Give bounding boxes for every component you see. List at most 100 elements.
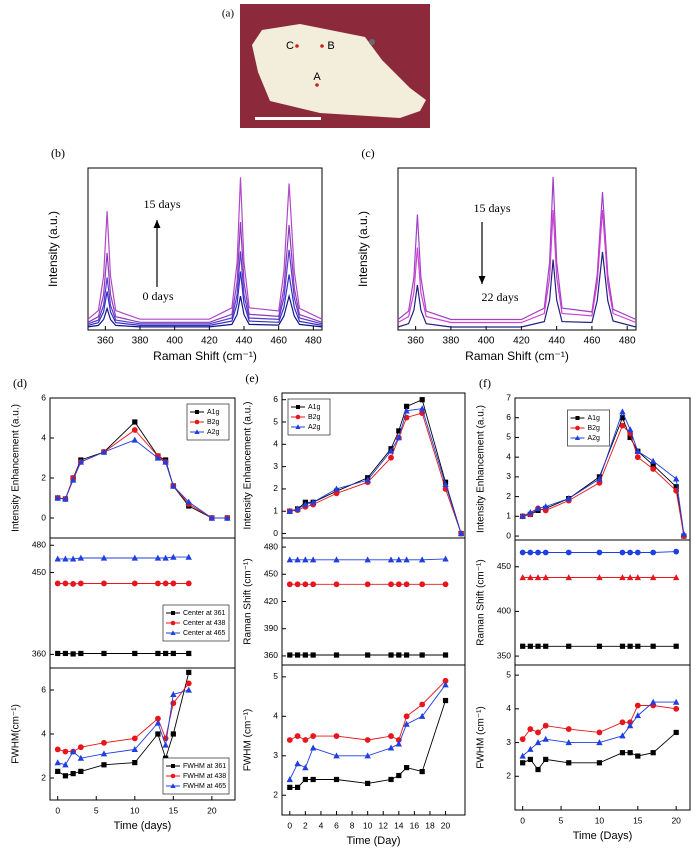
marker-square (650, 750, 656, 756)
marker-triangle (565, 739, 572, 746)
marker-triangle (672, 698, 680, 705)
marker-square (294, 784, 301, 790)
y-tick-label: 0 (273, 528, 278, 538)
marker-circle (619, 422, 626, 429)
marker-circle (364, 581, 371, 588)
marker-triangle (170, 482, 177, 489)
marker-triangle (519, 512, 526, 519)
marker-triangle (596, 574, 603, 581)
marker-square (596, 760, 603, 766)
sample-flake (252, 24, 426, 118)
marker-circle (333, 733, 340, 739)
legend-marker (170, 783, 176, 788)
marker-triangle (442, 481, 449, 488)
marker-triangle (619, 574, 626, 581)
marker-circle (155, 580, 161, 587)
marker-circle (333, 581, 340, 588)
marker-square (365, 652, 371, 658)
marker-circle (596, 549, 603, 556)
marker-triangle (649, 574, 657, 581)
y-tick-label: 3 (506, 737, 511, 747)
y-tick-label: 6 (273, 394, 278, 404)
marker-triangle (565, 495, 572, 502)
y-tick-label: 350 (497, 650, 511, 660)
x-axis-label: Time (Day) (347, 835, 401, 847)
marker-triangle (418, 405, 426, 412)
x-tick-label: 360 (97, 336, 114, 347)
marker-triangle (626, 574, 634, 581)
marker-triangle (162, 458, 169, 465)
arrow-head (478, 276, 486, 284)
legend-label: A2g (308, 424, 321, 431)
legend-marker (170, 773, 176, 779)
marker-circle (294, 581, 301, 588)
marker-square (442, 652, 449, 658)
marker-square (310, 776, 316, 783)
marker-square (419, 768, 425, 775)
legend-marker (171, 764, 175, 768)
legend-marker (170, 630, 176, 635)
marker-circle (364, 737, 371, 743)
point-label: C (286, 40, 294, 52)
x-tick-label: 0 (287, 820, 292, 830)
marker-triangle (131, 436, 138, 443)
marker-square (566, 643, 572, 649)
marker-square (543, 643, 549, 649)
marker-square (627, 643, 633, 649)
marker-square (132, 650, 138, 657)
marker-square (388, 776, 394, 783)
marker-triangle (309, 744, 317, 751)
marker-square (170, 731, 176, 737)
marker-circle (527, 549, 534, 556)
marker-square (333, 652, 340, 658)
marker-triangle (333, 485, 340, 492)
marker-triangle (672, 574, 680, 581)
marker-square (186, 669, 192, 675)
series-line (57, 689, 189, 766)
marker-triangle (395, 434, 403, 441)
x-tick-label: 400 (166, 336, 183, 347)
point-marker (315, 83, 319, 87)
marker-circle (286, 581, 293, 588)
marker-triangle (309, 498, 317, 505)
y-tick-label: 1 (506, 511, 511, 521)
legend-marker (575, 425, 580, 431)
marker-square (619, 750, 626, 756)
annotation: 22 days (482, 290, 519, 304)
marker-circle (294, 733, 301, 739)
scale-bar (255, 117, 321, 120)
x-tick-label: 20 (671, 815, 681, 825)
y-axis-label: Intensity Enhancement (a.u.) (243, 402, 254, 530)
marker-triangle (69, 748, 77, 755)
marker-circle (596, 729, 603, 736)
legend-label: B2g (308, 414, 321, 421)
marker-circle (519, 549, 526, 556)
marker-triangle (634, 574, 642, 581)
y-tick-label: 2 (273, 790, 278, 800)
marker-triangle (100, 554, 108, 561)
marker-triangle (527, 745, 534, 752)
marker-square (673, 643, 679, 649)
marker-square (132, 419, 138, 425)
marker-triangle (131, 554, 138, 561)
legend-label: A2g (207, 429, 220, 436)
annotation: 15 days (144, 197, 181, 211)
marker-circle (403, 713, 410, 720)
marker-square (101, 650, 107, 657)
marker-circle (634, 702, 641, 709)
x-tick-label: 6 (334, 820, 339, 830)
series-line (397, 209, 637, 324)
x-tick-label: 10 (130, 805, 140, 815)
plot-frame (87, 167, 323, 331)
marker-square (442, 697, 449, 704)
marker-circle (302, 737, 309, 743)
marker-circle (627, 549, 634, 556)
marker-triangle (286, 507, 293, 514)
series-line (57, 439, 228, 519)
marker-square (55, 650, 61, 657)
series-line (87, 293, 323, 328)
legend-marker (194, 419, 200, 425)
x-tick-label: 12 (378, 820, 388, 830)
marker-circle (131, 580, 138, 587)
y-axis-label: Intensity Enhancement (a.u.) (11, 404, 22, 532)
